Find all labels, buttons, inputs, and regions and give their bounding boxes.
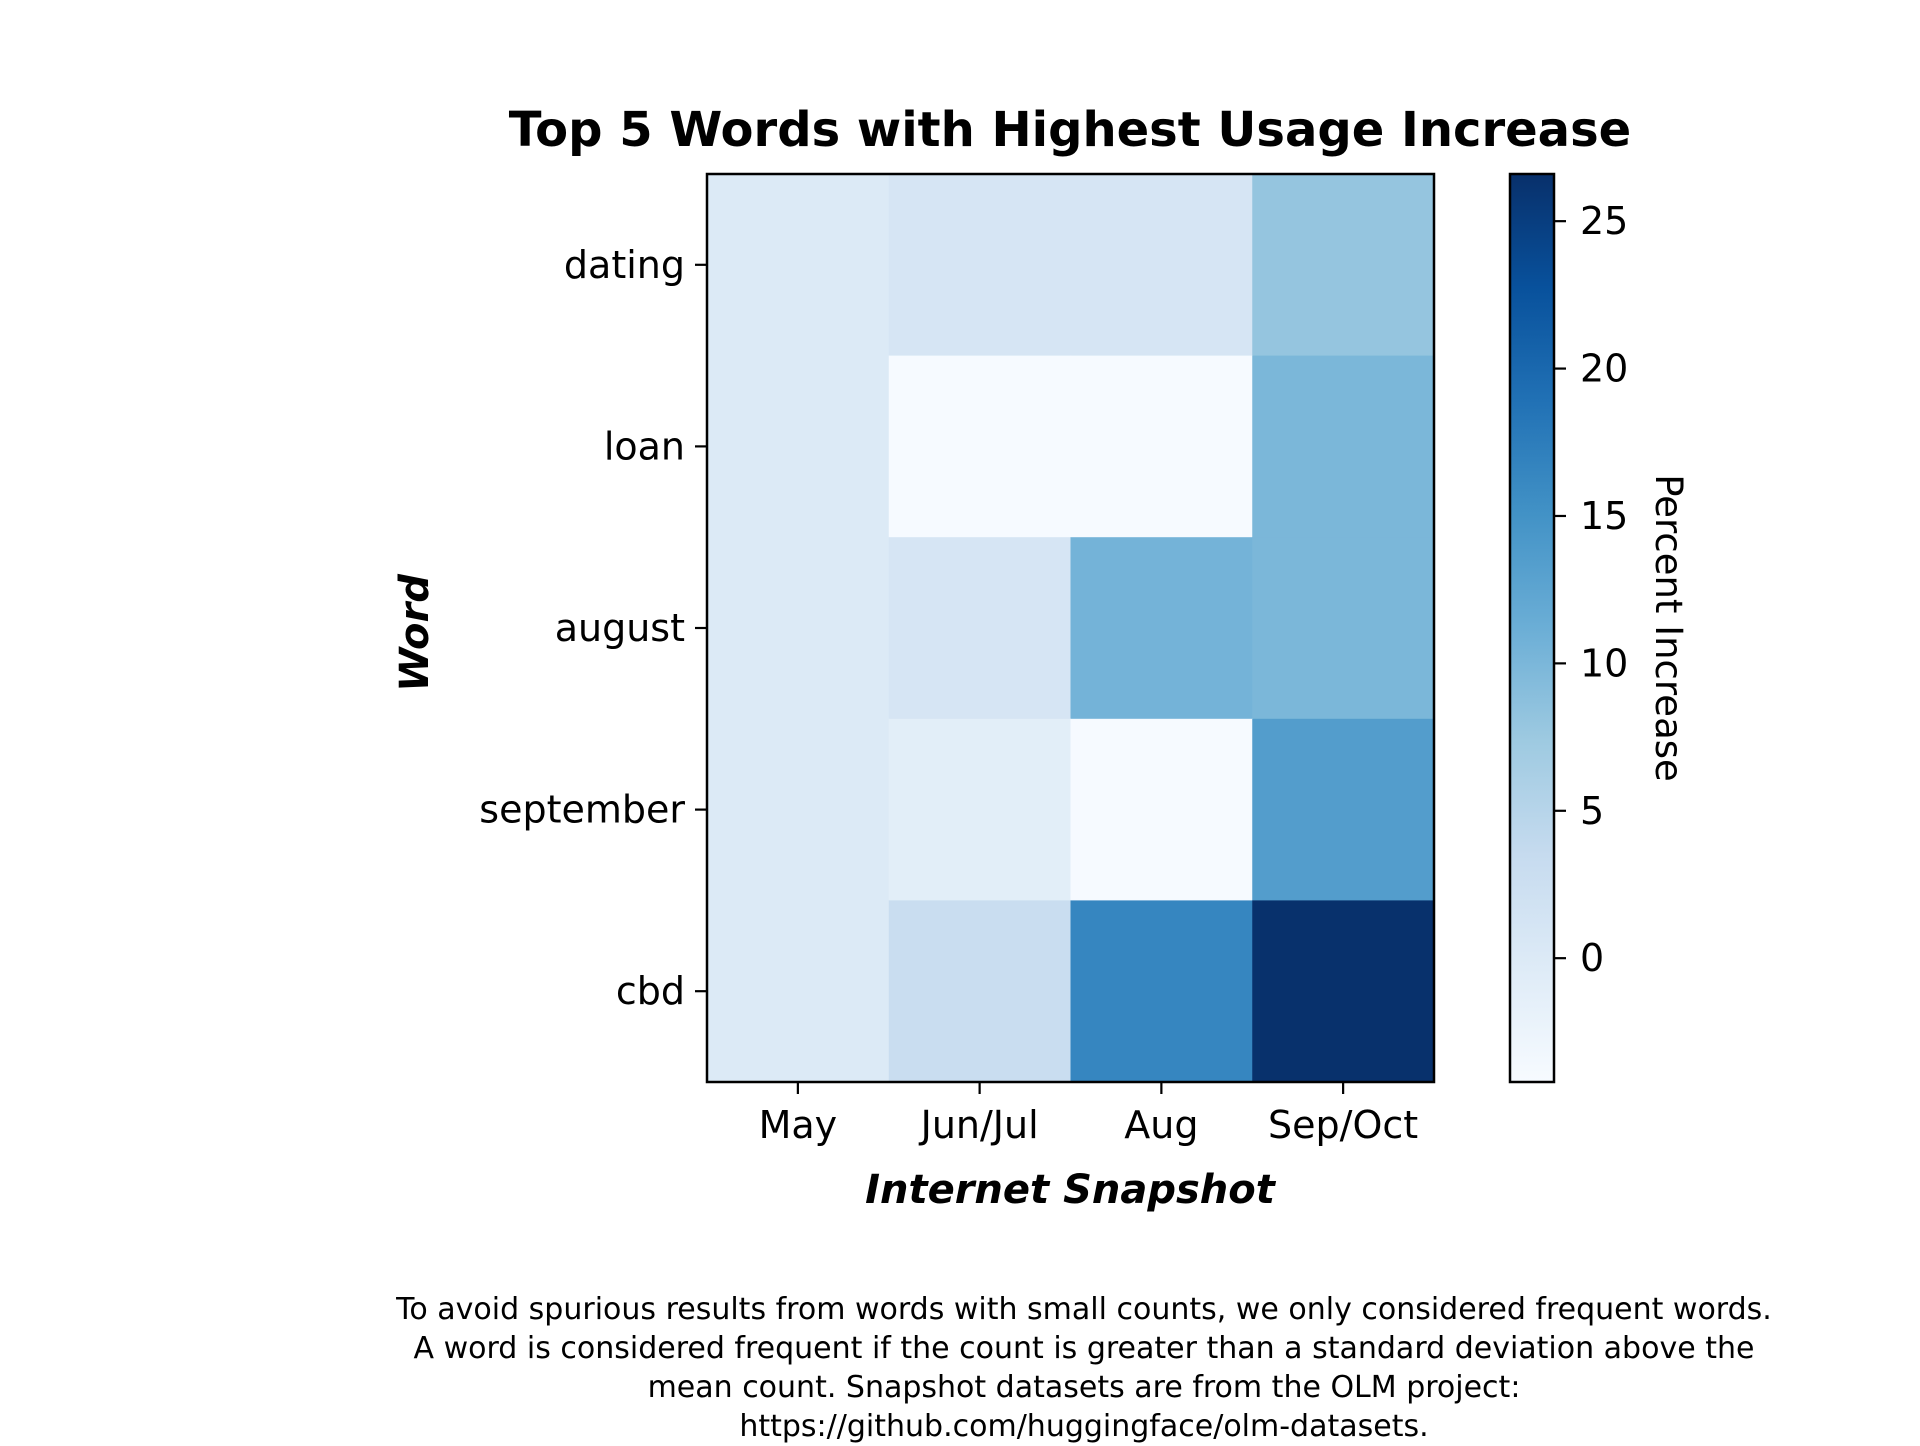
heatmap-cell: [1252, 174, 1435, 357]
caption-line-4: https://github.com/huggingface/olm-datas…: [739, 1409, 1429, 1444]
x-tick-label: Sep/Oct: [1268, 1103, 1418, 1147]
heatmap-cell: [888, 900, 1072, 1083]
heatmap-cells: [707, 174, 1435, 1083]
x-axis-ticks: May Jun/Jul Aug Sep/Oct: [759, 1082, 1418, 1147]
colorbar-tick-label: 15: [1580, 494, 1628, 538]
chart-title: Top 5 Words with Highest Usage Increase: [509, 102, 1631, 158]
x-axis-label: Internet Snapshot: [865, 1167, 1277, 1213]
heatmap-cell: [1070, 174, 1253, 357]
colorbar-ticks: 0 5 10 15 20 25: [1554, 199, 1628, 980]
heatmap-cell: [1252, 900, 1435, 1083]
heatmap-cell: [888, 537, 1072, 720]
colorbar-label: Percent Increase: [1647, 474, 1690, 782]
x-tick-label: Aug: [1124, 1103, 1198, 1147]
heatmap-cell: [1070, 537, 1253, 720]
y-tick-label: august: [555, 606, 685, 650]
heatmap-cell: [707, 355, 890, 538]
x-tick-label: Jun/Jul: [919, 1103, 1039, 1147]
heatmap-cell: [707, 900, 890, 1083]
y-tick-label: dating: [564, 243, 685, 287]
heatmap-cell: [1070, 718, 1253, 901]
y-tick-label: loan: [604, 424, 685, 468]
colorbar-tick-label: 0: [1580, 936, 1604, 980]
heatmap-cell: [888, 174, 1072, 357]
colorbar-tick-label: 20: [1580, 347, 1628, 391]
caption-line-1: To avoid spurious results from words wit…: [396, 1292, 1772, 1327]
y-tick-label: cbd: [616, 969, 685, 1013]
x-tick-label: May: [759, 1103, 838, 1147]
colorbar-tick-label: 25: [1580, 199, 1628, 243]
heatmap-cell: [707, 174, 890, 357]
caption: To avoid spurious results from words wit…: [0, 1290, 1920, 1446]
heatmap-cell: [1252, 537, 1435, 720]
caption-line-3: mean count. Snapshot datasets are from t…: [647, 1370, 1521, 1405]
caption-line-2: A word is considered frequent if the cou…: [413, 1331, 1755, 1366]
y-axis-label: Word: [392, 574, 438, 692]
colorbar-tick-label: 5: [1580, 789, 1604, 833]
heatmap-cell: [707, 718, 890, 901]
heatmap-cell: [1070, 900, 1253, 1083]
y-axis-ticks: dating loan august september cbd: [479, 243, 707, 1013]
y-tick-label: september: [479, 788, 685, 832]
colorbar: [1508, 172, 1556, 1084]
heatmap-cell: [888, 355, 1072, 538]
heatmap-cell: [1252, 355, 1435, 538]
heatmap-cell: [888, 718, 1072, 901]
heatmap-cell: [707, 537, 890, 720]
heatmap-cell: [1070, 355, 1253, 538]
colorbar-tick-label: 10: [1580, 641, 1628, 685]
heatmap-cell: [1252, 718, 1435, 901]
